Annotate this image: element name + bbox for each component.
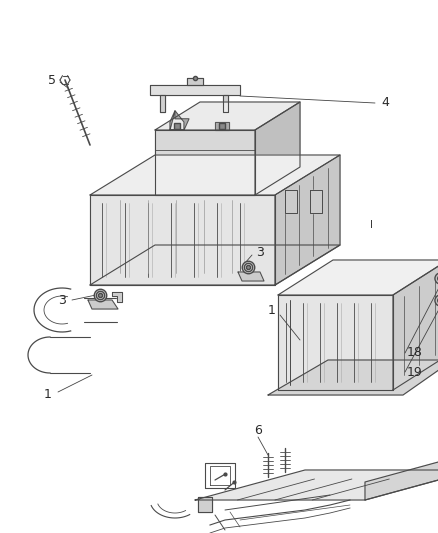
Polygon shape [88, 300, 118, 309]
Text: 3: 3 [256, 246, 264, 259]
Polygon shape [198, 497, 212, 512]
Text: 1: 1 [44, 389, 52, 401]
Polygon shape [238, 272, 264, 281]
Polygon shape [215, 122, 229, 130]
Polygon shape [160, 95, 165, 112]
Text: 18: 18 [407, 346, 423, 359]
Text: 19: 19 [407, 366, 423, 378]
Text: 4: 4 [381, 96, 389, 109]
Polygon shape [255, 102, 300, 195]
Polygon shape [275, 155, 340, 285]
Text: 6: 6 [254, 424, 262, 437]
Polygon shape [223, 95, 228, 112]
Polygon shape [365, 452, 438, 500]
Polygon shape [187, 78, 203, 85]
Polygon shape [155, 130, 255, 195]
Polygon shape [268, 360, 438, 395]
Polygon shape [150, 85, 240, 95]
Polygon shape [285, 190, 297, 213]
Polygon shape [393, 260, 438, 390]
Polygon shape [112, 292, 122, 302]
Text: 1: 1 [268, 303, 276, 317]
Polygon shape [278, 260, 438, 295]
Polygon shape [278, 295, 393, 390]
Polygon shape [90, 155, 340, 195]
Polygon shape [310, 190, 322, 213]
Polygon shape [170, 111, 189, 130]
Polygon shape [155, 102, 300, 130]
Polygon shape [90, 195, 275, 285]
Text: 3: 3 [58, 294, 66, 306]
Polygon shape [195, 470, 438, 500]
Text: I: I [370, 220, 373, 230]
Polygon shape [90, 245, 340, 285]
Text: 5: 5 [48, 74, 56, 86]
